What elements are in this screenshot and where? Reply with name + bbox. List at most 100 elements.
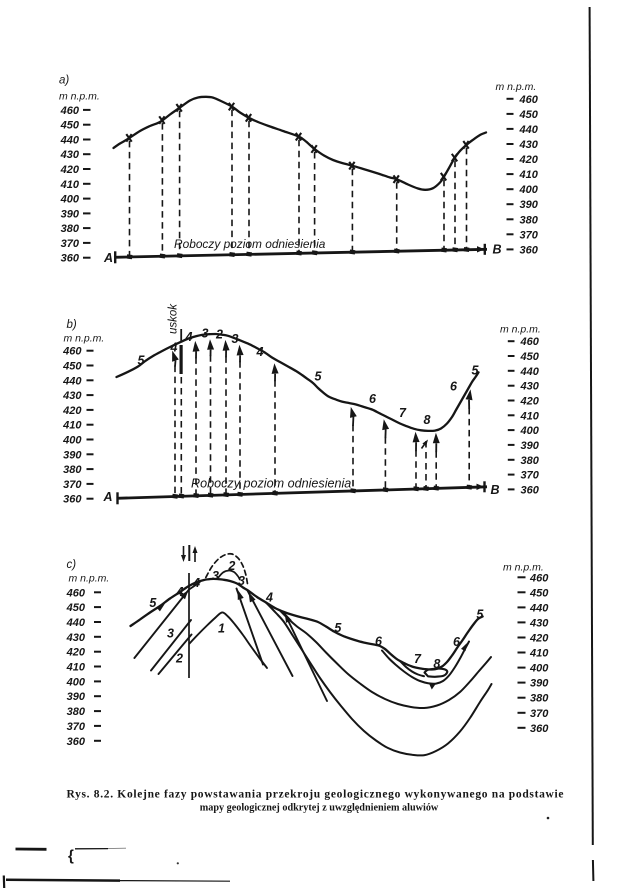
svg-text:440: 440 xyxy=(62,375,82,387)
svg-text:{: { xyxy=(68,848,74,865)
svg-text:Rys. 8.2. Kolejne fazy powstaw: Rys. 8.2. Kolejne fazy powstawania przek… xyxy=(67,789,564,801)
svg-text:2: 2 xyxy=(227,559,235,573)
svg-text:a): a) xyxy=(59,75,69,87)
svg-text:360: 360 xyxy=(520,244,539,256)
svg-text:400: 400 xyxy=(529,663,549,675)
svg-text:460: 460 xyxy=(529,572,549,584)
svg-text:400: 400 xyxy=(520,425,540,437)
svg-text:430: 430 xyxy=(60,149,80,161)
svg-text:460: 460 xyxy=(62,346,82,358)
svg-text:mapy geologicznej odkrytej z u: mapy geologicznej odkrytej z uwzględnien… xyxy=(200,803,439,814)
svg-text:4: 4 xyxy=(185,330,193,344)
svg-text:360: 360 xyxy=(521,484,540,496)
svg-text:410: 410 xyxy=(62,420,82,432)
svg-text:390: 390 xyxy=(61,208,80,220)
svg-text:450: 450 xyxy=(66,602,86,614)
svg-text:m n.p.m.: m n.p.m. xyxy=(503,562,544,574)
svg-text:5: 5 xyxy=(334,621,342,635)
svg-text:6: 6 xyxy=(369,392,377,406)
svg-text:380: 380 xyxy=(61,223,80,235)
svg-text:380: 380 xyxy=(521,455,540,467)
svg-text:380: 380 xyxy=(67,706,86,718)
svg-text:3: 3 xyxy=(212,569,219,583)
svg-text:uskok: uskok xyxy=(168,303,180,334)
svg-text:380: 380 xyxy=(520,214,539,226)
svg-text:7: 7 xyxy=(414,652,422,666)
svg-text:4: 4 xyxy=(170,341,178,355)
svg-text:420: 420 xyxy=(520,396,540,408)
svg-text:390: 390 xyxy=(67,691,86,703)
svg-text:450: 450 xyxy=(520,351,540,363)
svg-text:400: 400 xyxy=(519,184,539,196)
svg-text:410: 410 xyxy=(60,179,80,191)
svg-text:420: 420 xyxy=(66,647,86,659)
svg-text:4: 4 xyxy=(176,585,184,599)
svg-text:m n.p.m.: m n.p.m. xyxy=(69,573,110,585)
svg-text:390: 390 xyxy=(63,449,82,461)
svg-text:Roboczy poziom odniesienia: Roboczy poziom odniesienia xyxy=(191,477,351,491)
svg-text:450: 450 xyxy=(62,361,82,373)
svg-text:450: 450 xyxy=(529,587,549,599)
svg-text:4: 4 xyxy=(192,576,200,590)
svg-text:B: B xyxy=(493,243,502,257)
svg-text:390: 390 xyxy=(530,678,549,690)
svg-text:430: 430 xyxy=(529,617,549,629)
svg-text:370: 370 xyxy=(530,708,549,720)
svg-text:410: 410 xyxy=(520,410,540,422)
svg-text:A: A xyxy=(103,251,113,265)
svg-text:390: 390 xyxy=(521,440,540,452)
svg-text:450: 450 xyxy=(60,120,80,132)
svg-text:370: 370 xyxy=(61,238,80,250)
svg-text:360: 360 xyxy=(61,253,80,265)
svg-text:6: 6 xyxy=(450,380,458,394)
svg-text:A: A xyxy=(103,490,113,504)
svg-text:430: 430 xyxy=(62,390,82,402)
svg-text:400: 400 xyxy=(62,435,82,447)
svg-text:440: 440 xyxy=(519,124,539,136)
svg-text:370: 370 xyxy=(63,479,82,491)
svg-text:380: 380 xyxy=(63,464,82,476)
svg-text:390: 390 xyxy=(520,199,539,211)
svg-text:c): c) xyxy=(67,559,77,571)
svg-text:410: 410 xyxy=(529,648,549,660)
svg-text:5: 5 xyxy=(138,354,146,368)
svg-text:400: 400 xyxy=(66,676,86,688)
svg-text:2: 2 xyxy=(175,652,183,666)
svg-text:460: 460 xyxy=(519,94,539,106)
svg-text:3: 3 xyxy=(167,627,174,641)
svg-text:420: 420 xyxy=(519,154,539,166)
svg-text:5: 5 xyxy=(476,608,484,622)
svg-text:430: 430 xyxy=(520,381,540,393)
svg-text:b): b) xyxy=(67,319,77,331)
svg-text:m n.p.m.: m n.p.m. xyxy=(496,81,537,93)
svg-text:6: 6 xyxy=(375,635,383,649)
svg-text:4: 4 xyxy=(265,591,273,605)
svg-text:450: 450 xyxy=(519,109,539,121)
svg-text:370: 370 xyxy=(67,721,86,733)
svg-text:440: 440 xyxy=(60,135,80,147)
svg-text:430: 430 xyxy=(519,139,539,151)
svg-text:5: 5 xyxy=(315,370,323,384)
svg-text:410: 410 xyxy=(66,662,86,674)
svg-text:410: 410 xyxy=(519,169,539,181)
svg-text:7: 7 xyxy=(399,406,407,420)
svg-text:430: 430 xyxy=(66,632,86,644)
svg-text:3: 3 xyxy=(238,574,245,588)
svg-text:460: 460 xyxy=(520,336,540,348)
svg-text:m n.p.m.: m n.p.m. xyxy=(64,333,105,345)
svg-text:8: 8 xyxy=(424,413,431,427)
svg-text:Roboczy poziom odniesienia: Roboczy poziom odniesienia xyxy=(174,237,326,251)
svg-text:370: 370 xyxy=(521,470,540,482)
svg-text:1: 1 xyxy=(218,622,225,636)
svg-text:5: 5 xyxy=(472,364,480,378)
svg-text:370: 370 xyxy=(520,229,539,241)
svg-text:360: 360 xyxy=(63,494,82,506)
svg-text:3: 3 xyxy=(202,327,209,341)
svg-text:460: 460 xyxy=(66,587,86,599)
svg-text:2: 2 xyxy=(215,328,223,342)
svg-text:440: 440 xyxy=(529,602,549,614)
svg-text:4: 4 xyxy=(256,345,264,359)
svg-text:m n.p.m.: m n.p.m. xyxy=(59,91,100,103)
svg-text:420: 420 xyxy=(62,405,82,417)
svg-text:420: 420 xyxy=(529,633,549,645)
